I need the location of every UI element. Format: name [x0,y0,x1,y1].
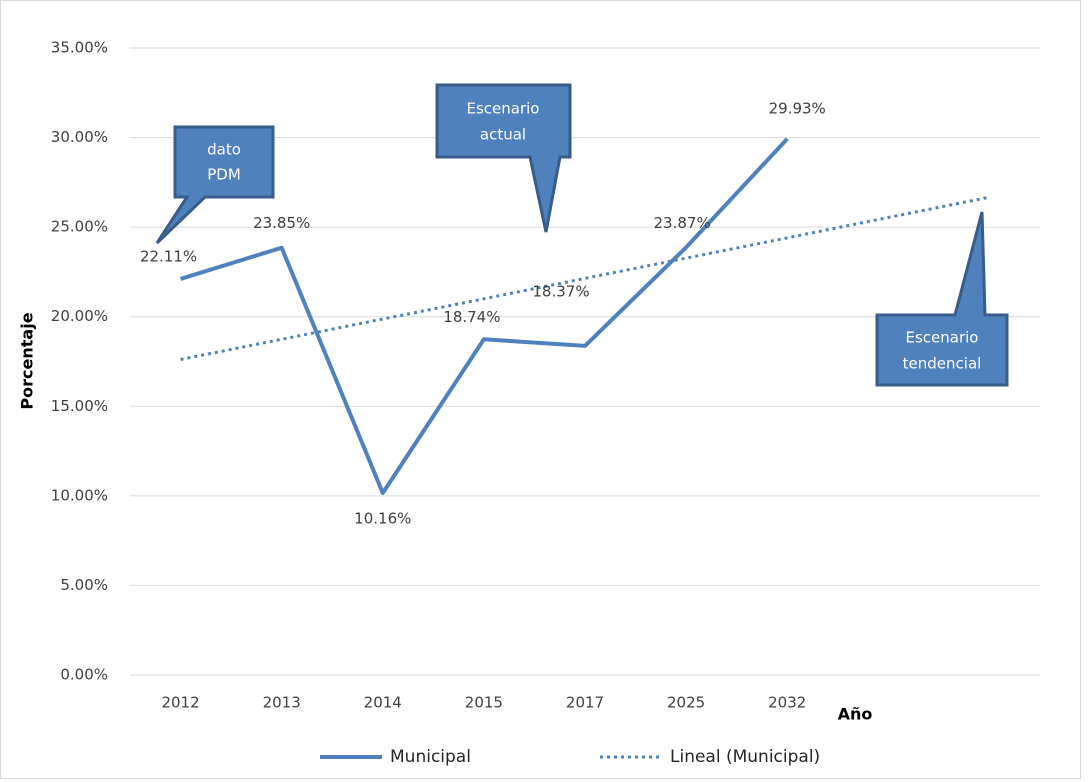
x-tick-label: 2017 [566,694,604,712]
x-tick-label: 2013 [263,694,301,712]
data-label: 29.93% [769,99,826,117]
y-tick-label: 30.00% [51,128,108,146]
callout-shape [435,83,572,233]
legend: Municipal Lineal (Municipal) [320,747,820,767]
data-label: 18.74% [443,308,500,326]
y-tick-label: 25.00% [51,218,108,236]
x-tick-label: 2025 [667,694,705,712]
data-label: 23.85% [253,214,310,232]
marks [179,137,990,495]
x-tick-label: 2032 [768,694,806,712]
callout: Escenario actual [435,83,572,233]
callout-text: tendencial [903,355,982,373]
data-label: 18.37% [532,282,589,300]
callout: dato PDM [155,125,275,245]
callout-shape [155,125,275,245]
y-tick-label: 15.00% [51,397,108,415]
callout: Escenario tendencial [875,211,1009,387]
x-tick-label: 2014 [364,694,402,712]
x-axis-title: Año [838,705,873,724]
data-label: 22.11% [140,247,197,265]
x-tick-label: 2012 [161,694,199,712]
x-tick-label: 2015 [465,694,503,712]
series-line [179,137,789,495]
y-tick-label: 0.00% [60,666,108,684]
y-tick-label: 20.00% [51,307,108,325]
legend-label: Municipal [390,747,471,767]
data-label: 23.87% [654,214,711,232]
y-tick-label: 35.00% [51,39,108,57]
callout-text: dato [207,141,241,159]
callout-text: Escenario [906,329,979,347]
callout-text: PDM [207,166,241,184]
callout-shape [875,211,1009,387]
callout-text: actual [480,126,526,144]
data-label: 10.16% [354,509,411,527]
callout-text: Escenario [467,100,540,118]
y-tick-label: 5.00% [60,576,108,594]
legend-label: Lineal (Municipal) [670,747,820,767]
series-line [180,195,990,361]
y-axis-title: Porcentaje [18,312,37,409]
grid [130,47,1040,676]
labels: 0.00% 5.00% 10.00% 15.00% 20.00% 25.00% 30.00%… [51,39,826,712]
y-tick-label: 10.00% [51,486,108,504]
